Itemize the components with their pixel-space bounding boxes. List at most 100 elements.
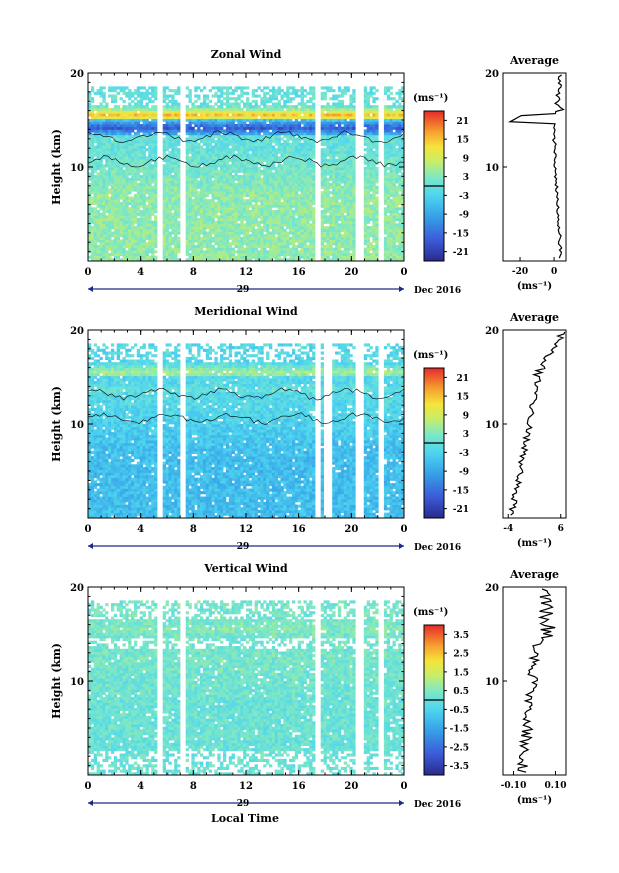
heatmap-cell: [375, 124, 379, 128]
heatmap-cell: [369, 118, 373, 122]
heatmap-cell: [392, 218, 396, 222]
heatmap-cell: [228, 247, 233, 251]
heatmap-cell: [263, 191, 267, 195]
heatmap-cell: [303, 236, 307, 240]
heatmap-cell: [88, 121, 92, 125]
heatmap-cell: [297, 223, 301, 227]
heatmap-cell: [323, 175, 327, 179]
heatmap-cell: [329, 177, 333, 181]
heatmap-cell: [88, 236, 92, 240]
heatmap-cell: [280, 164, 284, 168]
heatmap-cell: [188, 150, 192, 154]
heatmap-cell: [93, 137, 97, 141]
heatmap-cell: [90, 247, 95, 251]
heatmap-cell: [346, 172, 350, 176]
heatmap-cell: [346, 255, 350, 259]
heatmap-cell: [174, 121, 178, 125]
heatmap-cell: [312, 185, 316, 189]
heatmap-cell: [185, 215, 189, 219]
heatmap-cell: [283, 145, 287, 149]
heatmap-cell: [363, 228, 368, 232]
heatmap-cell: [254, 223, 258, 227]
heatmap-cell: [171, 183, 175, 187]
heatmap-cell: [151, 242, 155, 246]
heatmap-cell: [303, 183, 307, 187]
heatmap-cell: [343, 153, 347, 157]
heatmap-cell: [214, 180, 218, 184]
heatmap-cell: [266, 193, 270, 197]
heatmap-cell: [102, 169, 106, 173]
heatmap-cell: [165, 226, 169, 230]
heatmap-cell: [88, 196, 92, 200]
heatmap-cell: [90, 258, 95, 262]
heatmap-cell: [375, 158, 379, 162]
heatmap-cell: [116, 132, 120, 136]
heatmap-cell: [300, 126, 304, 130]
heatmap-cell: [217, 180, 221, 184]
heatmap-cell: [145, 207, 149, 211]
heatmap-cell: [246, 161, 250, 165]
heatmap-cell: [90, 244, 95, 248]
heatmap-cell: [116, 239, 120, 243]
heatmap-cell: [237, 212, 241, 216]
heatmap-cell: [174, 215, 178, 219]
heatmap-cell: [277, 250, 281, 254]
heatmap-cell: [113, 252, 118, 256]
heatmap-cell: [214, 234, 218, 238]
heatmap-cell: [246, 175, 250, 179]
heatmap-cell: [280, 145, 284, 149]
heatmap-cell: [162, 153, 166, 157]
heatmap-cell: [99, 140, 103, 144]
heatmap-cell: [271, 234, 276, 238]
heatmap-cell: [171, 177, 175, 181]
heatmap-cell: [392, 220, 396, 224]
heatmap-cell: [165, 188, 169, 192]
heatmap-cell: [283, 239, 287, 243]
heatmap-cell: [142, 199, 146, 203]
heatmap-cell: [134, 150, 138, 154]
heatmap-cell: [113, 242, 118, 246]
heatmap-cell: [263, 134, 267, 138]
heatmap-cell: [185, 167, 189, 171]
heatmap-cell: [289, 145, 293, 149]
heatmap-cell: [197, 255, 201, 259]
heatmap-cell: [263, 175, 267, 179]
heatmap-cell: [326, 167, 330, 171]
heatmap-cell: [148, 164, 152, 168]
heatmap-cell: [228, 244, 233, 248]
heatmap-cell: [165, 140, 169, 144]
heatmap-cell: [343, 239, 347, 243]
heatmap-cell: [372, 156, 376, 160]
heatmap-cell: [277, 156, 281, 160]
heatmap-cell: [289, 148, 293, 152]
heatmap-cell: [145, 169, 149, 173]
heatmap-cell: [88, 188, 92, 192]
heatmap-cell: [202, 215, 207, 219]
heatmap-cell: [211, 118, 215, 122]
heatmap-cell: [277, 118, 281, 122]
heatmap-cell: [271, 231, 276, 235]
heatmap-cell: [128, 188, 132, 192]
heatmap-cell: [211, 161, 215, 165]
heatmap-cell: [131, 183, 135, 187]
heatmap-cell: [231, 164, 235, 168]
heatmap-cell: [294, 150, 299, 154]
heatmap-cell: [349, 247, 353, 251]
heatmap-cell: [280, 167, 284, 171]
heatmap-cell: [372, 231, 376, 235]
heatmap-cell: [111, 234, 115, 238]
heatmap-cell: [171, 242, 175, 246]
heatmap-cell: [113, 255, 118, 259]
heatmap-cell: [105, 118, 109, 122]
heatmap-cell: [234, 172, 238, 176]
heatmap-cell: [148, 239, 152, 243]
heatmap-cell: [254, 150, 258, 154]
heatmap-cell: [343, 242, 347, 246]
heatmap-cell: [280, 129, 284, 133]
heatmap-cell: [326, 204, 330, 208]
heatmap-cell: [185, 234, 189, 238]
heatmap-cell: [383, 199, 388, 203]
heatmap-cell: [194, 258, 198, 262]
heatmap-cell: [271, 228, 276, 232]
heatmap-cell: [125, 148, 129, 152]
